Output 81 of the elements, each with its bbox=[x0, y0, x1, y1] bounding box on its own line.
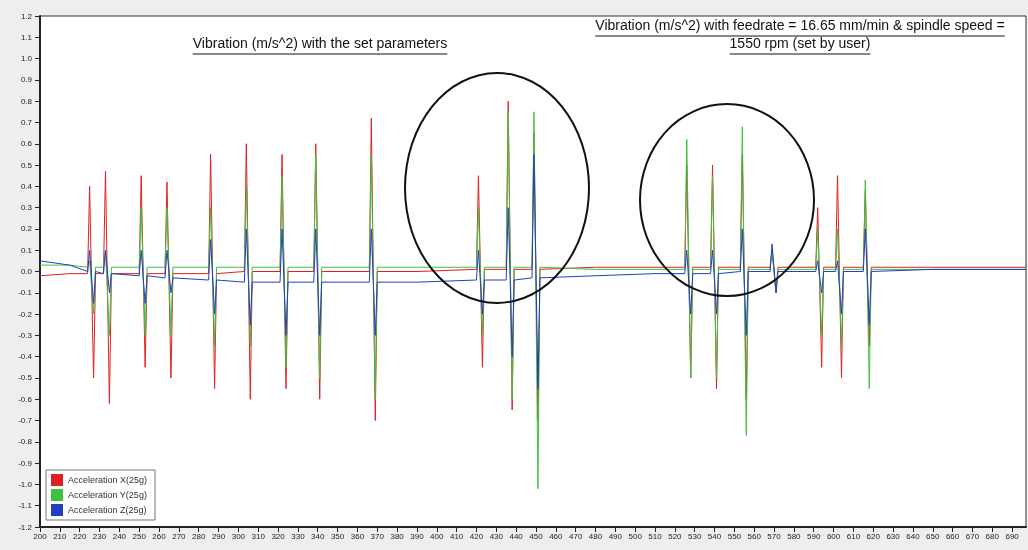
x-tick-label: 620 bbox=[866, 531, 881, 541]
x-tick-label: 500 bbox=[628, 531, 643, 541]
x-tick-label: 380 bbox=[390, 531, 405, 541]
x-tick-label: 560 bbox=[747, 531, 762, 541]
legend-label: Acceleration Y(25g) bbox=[68, 490, 147, 500]
x-tick-label: 400 bbox=[430, 531, 444, 541]
x-tick-label: 520 bbox=[668, 531, 683, 541]
x-tick-label: 430 bbox=[489, 531, 504, 541]
y-tick-label: -1.1 bbox=[18, 501, 33, 511]
x-tick-label: 530 bbox=[688, 531, 702, 541]
x-tick-label: 600 bbox=[826, 531, 841, 541]
x-tick-label: 300 bbox=[231, 531, 246, 541]
y-tick-label: -0.2 bbox=[18, 309, 33, 319]
x-tick-label: 580 bbox=[787, 531, 802, 541]
x-tick-label: 230 bbox=[92, 531, 107, 541]
x-tick-label: 360 bbox=[350, 531, 365, 541]
y-tick-label: -1.0 bbox=[18, 479, 33, 489]
x-tick-label: 630 bbox=[886, 531, 901, 541]
x-tick-label: 510 bbox=[648, 531, 663, 541]
y-tick-label: -0.4 bbox=[18, 352, 33, 362]
x-tick-label: 210 bbox=[53, 531, 68, 541]
x-tick-label: 480 bbox=[588, 531, 603, 541]
y-tick-label: -0.9 bbox=[18, 458, 33, 468]
y-tick-label: 0.0 bbox=[20, 267, 33, 276]
line-series bbox=[39, 153, 1027, 390]
x-tick-label: 240 bbox=[112, 531, 127, 541]
annotation: Vibration (m/s^2) with feedrate = 16.65 mm/min & spindle speed = 1550 rpm (set by user) bbox=[594, 16, 1006, 53]
y-tick-label: -0.7 bbox=[18, 416, 33, 426]
y-tick-label: 0.8 bbox=[20, 96, 33, 106]
x-tick-label: 590 bbox=[807, 531, 821, 541]
x-tick-label: 340 bbox=[311, 531, 325, 541]
x-tick-label: 470 bbox=[568, 531, 583, 541]
x-tick-label: 410 bbox=[449, 531, 464, 541]
y-tick-label: 1.2 bbox=[20, 11, 33, 21]
x-tick-label: 440 bbox=[509, 531, 524, 541]
x-tick-label: 320 bbox=[271, 531, 286, 541]
y-tick-label: -0.3 bbox=[18, 330, 33, 340]
x-tick-label: 350 bbox=[330, 531, 345, 541]
y-tick-label: -0.8 bbox=[18, 437, 33, 447]
x-tick-label: 270 bbox=[172, 531, 187, 541]
x-tick-label: 550 bbox=[727, 531, 742, 541]
x-tick-label: 200 bbox=[33, 531, 48, 541]
y-tick-label: -0.1 bbox=[18, 288, 33, 298]
x-tick-label: 250 bbox=[132, 531, 147, 541]
x-tick-label: 670 bbox=[965, 531, 980, 541]
x-tick-label: 330 bbox=[291, 531, 306, 541]
y-tick-label: -1.2 bbox=[18, 522, 33, 532]
y-tick-label: 0.4 bbox=[20, 181, 33, 191]
y-tick-label: 0.9 bbox=[20, 75, 33, 85]
x-tick-label: 660 bbox=[945, 531, 960, 541]
x-tick-label: 640 bbox=[906, 531, 921, 541]
x-tick-label: 690 bbox=[1005, 531, 1020, 541]
x-tick-label: 460 bbox=[549, 531, 564, 541]
x-tick-label: 680 bbox=[985, 531, 1000, 541]
legend-label: Acceleration Z(25g) bbox=[68, 505, 147, 515]
y-tick-label: -0.6 bbox=[18, 394, 33, 404]
x-tick-label: 490 bbox=[608, 531, 623, 541]
y-tick-label: 1.1 bbox=[20, 32, 33, 42]
y-tick-label: 0.7 bbox=[20, 117, 33, 127]
x-tick-label: 280 bbox=[192, 531, 206, 541]
x-tick-label: 220 bbox=[73, 531, 87, 541]
x-tick-label: 450 bbox=[529, 531, 544, 541]
y-tick-label: -0.5 bbox=[18, 373, 33, 383]
x-tick-label: 310 bbox=[251, 531, 266, 541]
y-tick-label: 0.6 bbox=[20, 139, 33, 149]
x-tick-label: 390 bbox=[410, 531, 425, 541]
x-tick-label: 540 bbox=[707, 531, 722, 541]
y-tick-label: 0.1 bbox=[20, 245, 33, 255]
y-tick-label: 1.0 bbox=[20, 54, 33, 64]
annotation: Vibration (m/s^2) with the set parameters bbox=[191, 34, 449, 53]
legend-label: Acceleration X(25g) bbox=[68, 475, 148, 485]
x-tick-label: 290 bbox=[211, 531, 226, 541]
x-tick-label: 650 bbox=[926, 531, 940, 541]
y-tick-label: 0.5 bbox=[20, 160, 33, 170]
y-tick-label: 0.2 bbox=[20, 224, 33, 234]
x-tick-label: 610 bbox=[846, 531, 861, 541]
x-tick-label: 260 bbox=[152, 531, 167, 541]
x-tick-label: 370 bbox=[370, 531, 385, 541]
y-tick-label: 0.3 bbox=[20, 203, 33, 213]
x-tick-label: 420 bbox=[469, 531, 484, 541]
x-tick-label: 570 bbox=[767, 531, 782, 541]
